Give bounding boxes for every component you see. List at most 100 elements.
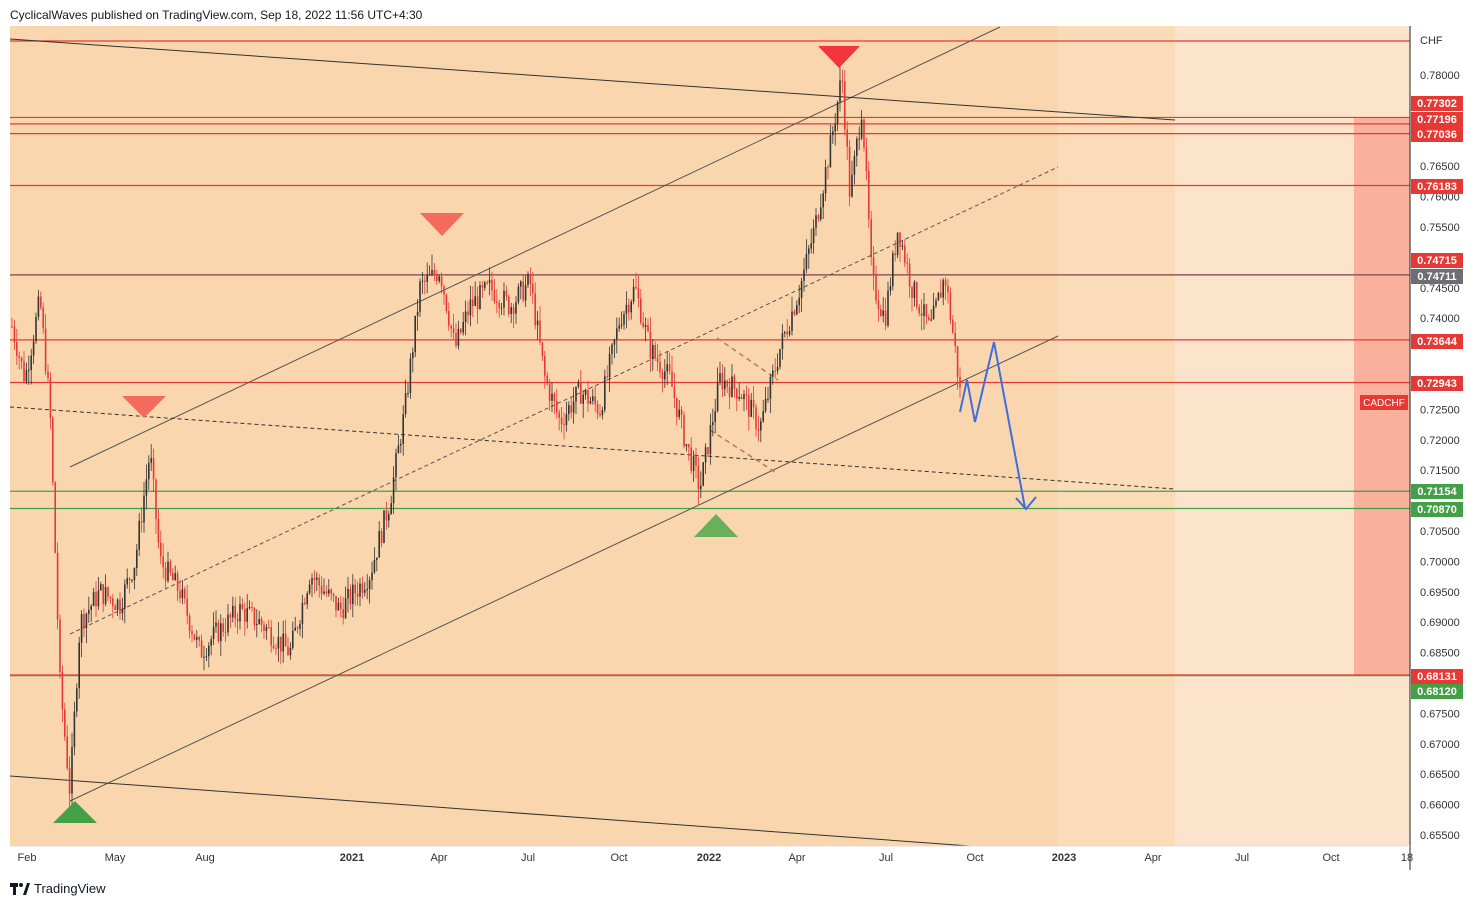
candle-body-578	[577, 382, 580, 387]
candle-body-742	[740, 396, 743, 400]
price-label-5: 0.74715	[1417, 255, 1457, 267]
candle-body-830	[829, 135, 832, 168]
candle-body-859	[858, 138, 860, 140]
candle-body-792	[791, 311, 793, 332]
time-tick-12: Apr	[1144, 852, 1161, 864]
candle-body-329	[328, 589, 330, 594]
candle-body-17	[16, 342, 18, 357]
price-tick-9: 0.70500	[1420, 526, 1460, 538]
candle-body-559	[558, 412, 560, 418]
candle-body-482	[481, 285, 484, 288]
candle-body-331	[330, 589, 332, 594]
candle-body-74	[73, 711, 76, 748]
candle-body-137	[136, 549, 138, 568]
candle-body-802	[800, 280, 803, 298]
candle-body-216	[215, 622, 217, 627]
candle-body-55	[54, 482, 56, 553]
candle-body-211	[210, 639, 212, 646]
candle-body-379	[378, 531, 380, 558]
candle-body-614	[613, 339, 616, 345]
candle-body-302	[301, 602, 304, 624]
candle-body-98	[97, 590, 100, 607]
candle-body-449	[448, 311, 450, 326]
candle-body-228	[227, 614, 229, 633]
candle-body-283	[282, 633, 284, 652]
candle-body-926	[925, 304, 928, 318]
candle-body-703	[702, 462, 704, 486]
candle-body-334	[332, 593, 335, 597]
candle-body-948	[947, 285, 949, 293]
candle-body-264	[263, 624, 265, 631]
candle-body-955	[954, 332, 956, 347]
price-tick-17: 0.66000	[1420, 800, 1460, 812]
candle-body-259	[258, 618, 260, 624]
candle-body-276	[275, 648, 277, 650]
candle-body-655	[654, 344, 656, 358]
candle-body-240	[239, 604, 241, 622]
candle-body-343	[342, 609, 344, 618]
candle-body-842	[841, 80, 844, 82]
candle-body-401	[400, 443, 402, 446]
candle-body-679	[678, 409, 680, 417]
candle-body-324	[323, 591, 325, 594]
candle-body-103	[102, 584, 104, 604]
candle-body-902	[901, 245, 904, 247]
candle-body-605	[604, 376, 606, 410]
candle-body-142	[140, 520, 143, 523]
candle-body-223	[222, 623, 224, 632]
price-label-bg-6	[1411, 269, 1463, 284]
candle-body-358	[356, 593, 359, 597]
candle-body-737	[736, 388, 738, 399]
candle-body-293	[292, 630, 294, 648]
candle-body-665	[664, 371, 666, 380]
candle-body-314	[313, 578, 316, 580]
candle-body-732	[731, 376, 733, 397]
candle-body-252	[251, 607, 253, 609]
candle-body-322	[320, 585, 323, 594]
candle-body-650	[649, 331, 652, 359]
price-tick-3: 0.75500	[1420, 222, 1460, 234]
candle-body-953	[952, 319, 954, 333]
candle-body-566	[565, 414, 568, 426]
candle-body-864	[863, 119, 865, 148]
time-tick-0: Feb	[18, 852, 37, 864]
candle-body-761	[760, 421, 762, 431]
candle-body-876	[875, 275, 877, 301]
time-axis-ticks: Feb May Aug 2021 Apr Jul Oct 2022 Apr Jul Oct 2023 A…	[18, 852, 1414, 864]
candle-body-374	[373, 560, 376, 573]
candle-body-478	[476, 296, 479, 309]
candle-body-310	[308, 584, 311, 594]
candle-body-115	[114, 606, 116, 610]
candle-body-533	[532, 284, 534, 294]
candle-body-898	[896, 232, 899, 256]
candle-body-485	[484, 282, 486, 288]
candle-body-79	[78, 642, 80, 689]
candle-body-878	[877, 300, 880, 310]
candle-body-694	[692, 456, 695, 471]
time-tick-1: May	[105, 852, 126, 864]
candle-body-434	[433, 269, 436, 276]
candle-body-278	[277, 636, 280, 649]
candle-body-586	[584, 390, 587, 395]
candle-body-550	[548, 383, 551, 401]
candle-body-372	[371, 572, 373, 581]
price-label-bg-2	[1411, 112, 1463, 127]
candle-body-41	[40, 296, 42, 308]
candle-body-60	[59, 619, 61, 672]
candle-body-221	[220, 623, 222, 642]
price-label-bg-4	[1411, 179, 1463, 194]
candle-body-778	[776, 366, 779, 371]
currency-label: CHF	[1420, 35, 1443, 47]
time-tick-14: Oct	[1322, 852, 1339, 864]
candle-body-569	[568, 405, 570, 415]
candle-body-746	[745, 394, 748, 396]
symbol-tag: CADCHF	[1363, 398, 1405, 409]
candle-body-590	[589, 400, 592, 404]
candle-body-173	[172, 572, 174, 581]
candle-body-576	[575, 386, 577, 402]
candle-body-463	[462, 322, 464, 333]
candle-body-862	[860, 119, 863, 139]
candle-body-192	[191, 631, 193, 635]
price-label-8: 0.72943	[1417, 378, 1457, 390]
